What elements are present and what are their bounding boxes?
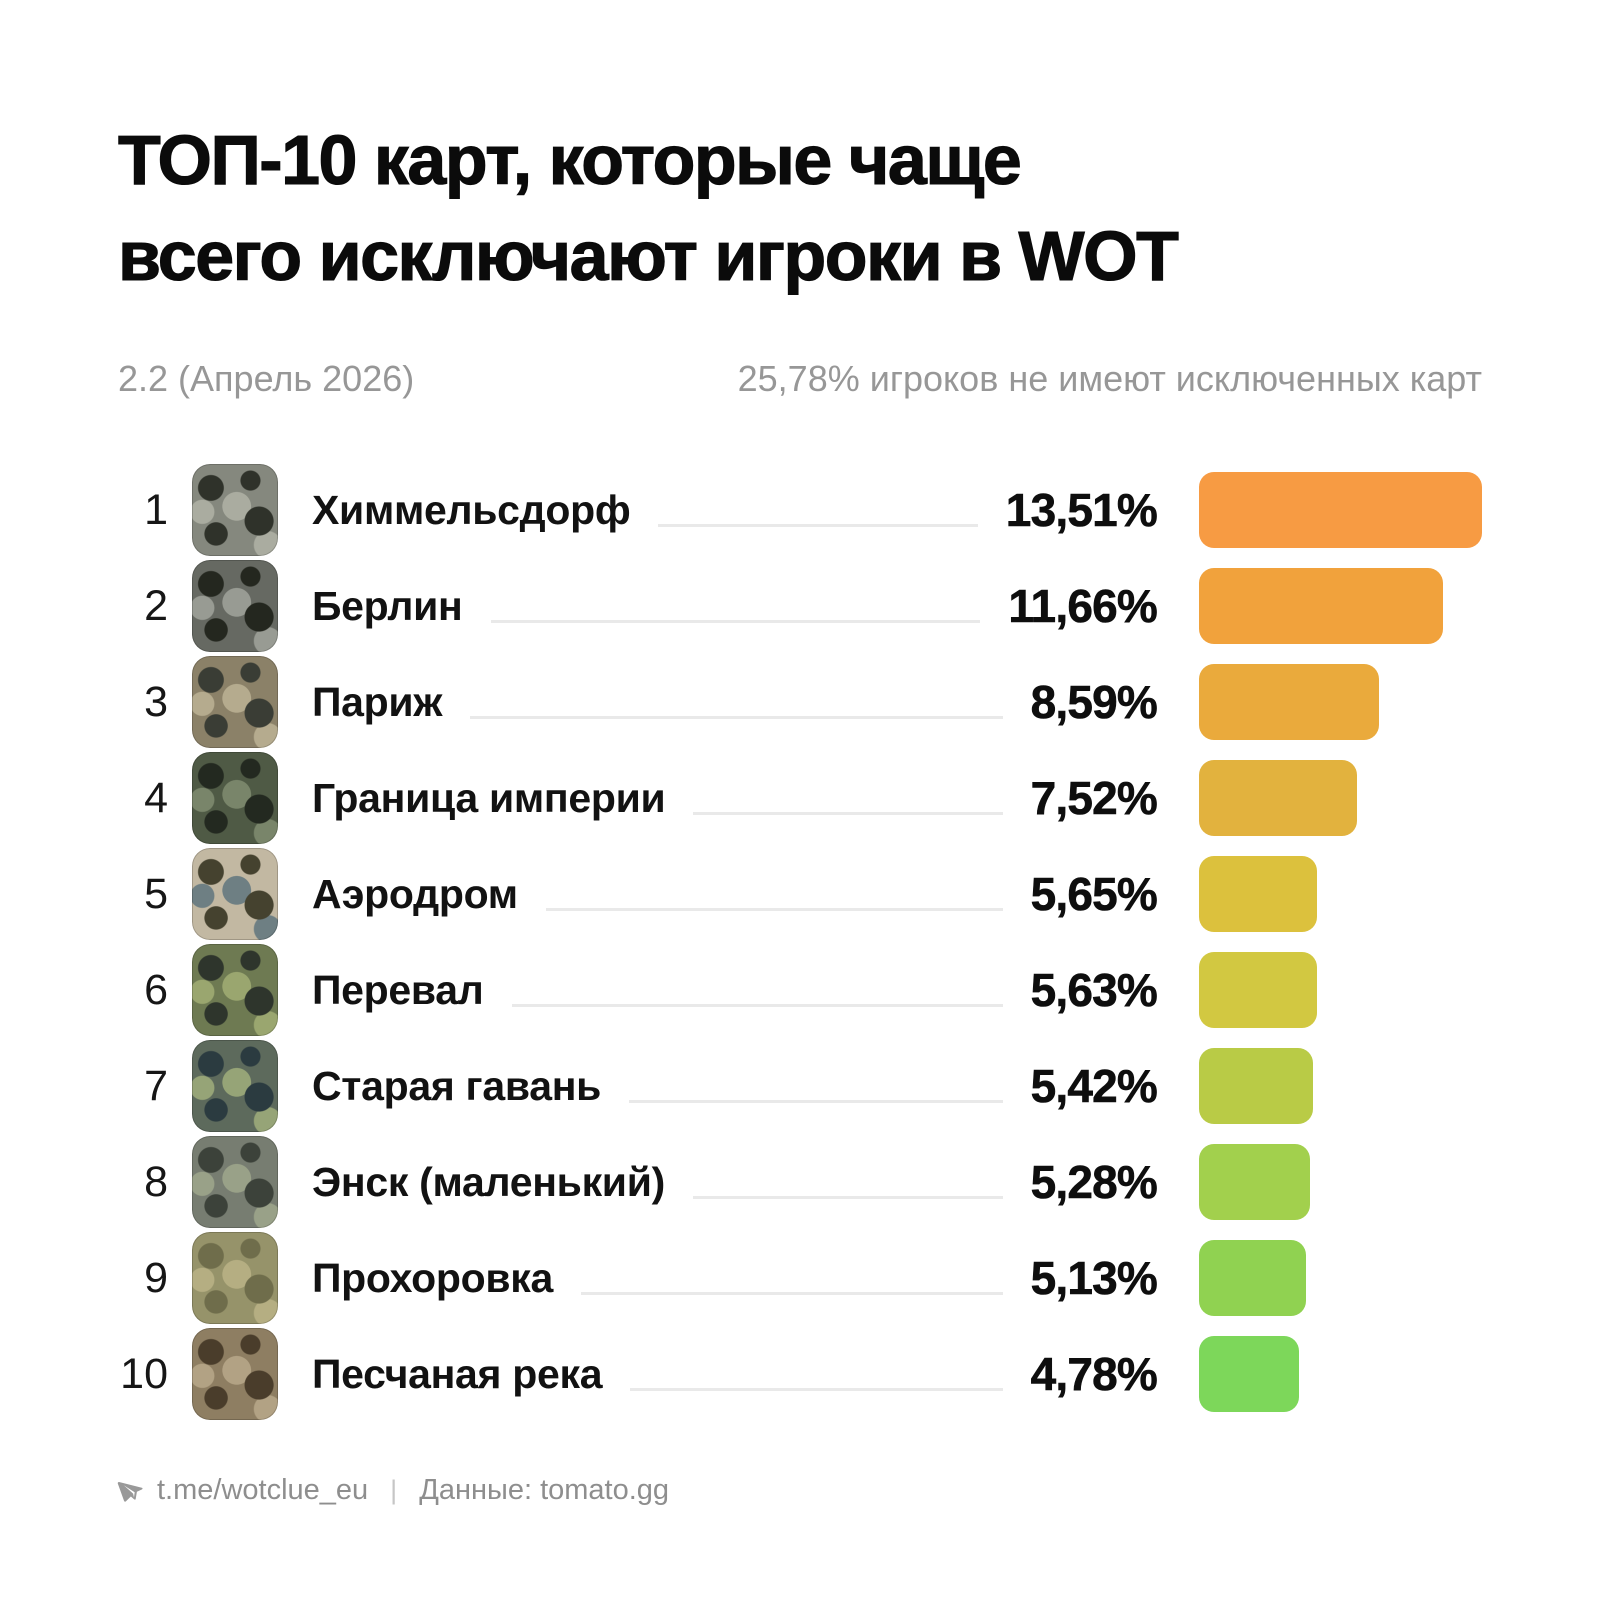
version-label: 2.2 (Апрель 2026) — [118, 358, 415, 399]
percent-value: 5,65% — [1030, 868, 1158, 921]
map-row: 10 Песчаная река 4,78% — [118, 1328, 1482, 1420]
rank-number: 2 — [144, 581, 168, 630]
bar-track — [1199, 952, 1482, 1028]
rank-number: 6 — [144, 965, 168, 1014]
value-bar — [1199, 664, 1379, 740]
percent-value: 11,66% — [1008, 580, 1158, 633]
value-bar — [1199, 856, 1318, 932]
leader-line — [692, 1195, 1003, 1199]
map-thumbnail — [192, 1136, 278, 1228]
map-thumbnail — [192, 944, 278, 1036]
map-thumbnail — [192, 1232, 278, 1324]
map-name: Старая гавань — [312, 1062, 602, 1109]
page-title-line1: ТОП-10 карт, которые чаще — [117, 120, 1022, 199]
data-source: Данные: tomato.gg — [419, 1474, 670, 1506]
rank-number: 1 — [144, 485, 168, 534]
value-bar — [1199, 1336, 1300, 1412]
footer: t.me/wotclue_eu | Данные: tomato.gg — [117, 1474, 1482, 1507]
leader-line — [629, 1099, 1003, 1103]
bar-track — [1199, 664, 1482, 740]
bar-track — [1199, 856, 1482, 932]
map-name: Прохоровка — [312, 1254, 553, 1301]
subtitle-row: 2.2 (Апрель 2026) 25,78% игроков не имею… — [118, 358, 1482, 400]
bar-track — [1199, 1048, 1482, 1124]
bar-track — [1199, 1240, 1482, 1316]
footer-separator: | — [390, 1475, 398, 1505]
bar-track — [1199, 1336, 1482, 1412]
leader-line — [545, 907, 1003, 911]
leader-line — [693, 811, 1003, 815]
bar-track — [1199, 1144, 1482, 1220]
value-bar — [1199, 760, 1357, 836]
map-list: 1 Химмельсдорф 13,51% 2 Берлин 11,66% 3 … — [118, 464, 1482, 1420]
map-row: 9 Прохоровка 5,13% — [118, 1232, 1482, 1324]
map-row: 3 Париж 8,59% — [118, 656, 1482, 748]
map-thumbnail — [192, 656, 278, 748]
page-title: ТОП-10 карт, которые чаще всего исключаю… — [117, 112, 1482, 304]
rank-number: 5 — [144, 869, 168, 918]
percent-value: 5,63% — [1030, 964, 1158, 1017]
leader-line — [630, 1387, 1003, 1391]
map-thumbnail — [192, 848, 278, 940]
value-bar — [1199, 952, 1317, 1028]
value-bar — [1199, 568, 1444, 644]
percent-value: 8,59% — [1030, 676, 1158, 729]
bar-track — [1199, 472, 1482, 548]
map-name: Берлин — [312, 582, 463, 629]
map-row: 1 Химмельсдорф 13,51% — [118, 464, 1482, 556]
percent-value: 13,51% — [1005, 484, 1158, 537]
map-thumbnail — [192, 464, 278, 556]
map-thumbnail — [192, 752, 278, 844]
channel-link: t.me/wotclue_eu — [157, 1474, 369, 1506]
leader-line — [658, 523, 978, 527]
percent-value: 5,42% — [1030, 1060, 1158, 1113]
map-row: 6 Перевал 5,63% — [118, 944, 1482, 1036]
value-bar — [1199, 472, 1482, 548]
map-thumbnail — [192, 560, 278, 652]
map-row: 5 Аэродром 5,65% — [118, 848, 1482, 940]
percent-value: 5,13% — [1030, 1252, 1158, 1305]
value-bar — [1199, 1240, 1307, 1316]
map-row: 2 Берлин 11,66% — [118, 560, 1482, 652]
leader-line — [511, 1003, 1003, 1007]
percent-value: 7,52% — [1030, 772, 1158, 825]
map-row: 8 Энск (маленький) 5,28% — [118, 1136, 1482, 1228]
map-row: 7 Старая гавань 5,42% — [118, 1040, 1482, 1132]
bar-track — [1199, 568, 1482, 644]
map-name: Химмельсдорф — [312, 486, 631, 533]
percent-value: 4,78% — [1030, 1348, 1158, 1401]
map-thumbnail — [192, 1328, 278, 1420]
rank-number: 4 — [144, 773, 168, 822]
map-row: 4 Граница империи 7,52% — [118, 752, 1482, 844]
rank-number: 9 — [144, 1253, 168, 1302]
rank-number: 3 — [144, 677, 168, 726]
leader-line — [470, 715, 1003, 719]
rank-number: 8 — [144, 1157, 168, 1206]
map-name: Перевал — [312, 966, 484, 1013]
rank-number: 10 — [120, 1349, 168, 1398]
bar-track — [1199, 760, 1482, 836]
map-name: Париж — [312, 678, 443, 725]
map-name: Энск (маленький) — [312, 1158, 665, 1205]
telegram-plane-icon — [117, 1478, 144, 1504]
leader-line — [490, 619, 981, 623]
value-bar — [1199, 1048, 1313, 1124]
map-name: Аэродром — [312, 870, 518, 917]
map-thumbnail — [192, 1040, 278, 1132]
value-bar — [1199, 1144, 1310, 1220]
page-title-line2: всего исключают игроки в WOT — [117, 216, 1179, 295]
subtitle-note: 25,78% игроков не имеют исключенных карт — [737, 358, 1482, 399]
leader-line — [580, 1291, 1003, 1295]
percent-value: 5,28% — [1030, 1156, 1158, 1209]
map-name: Граница империи — [312, 774, 666, 821]
map-name: Песчаная река — [312, 1350, 603, 1397]
rank-number: 7 — [144, 1061, 168, 1110]
